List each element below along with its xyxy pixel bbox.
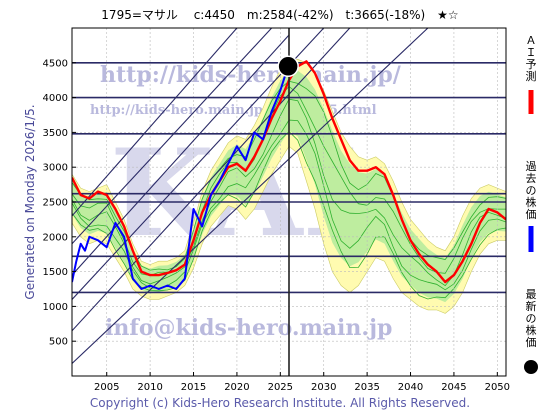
legend-label-ai-forecast-char: Ａ bbox=[526, 34, 537, 47]
x-tick-label: 2010 bbox=[137, 382, 162, 393]
x-tick-label: 2035 bbox=[354, 382, 379, 393]
x-tick-label: 2045 bbox=[441, 382, 466, 393]
x-tick-label: 2005 bbox=[94, 382, 119, 393]
y-tick-label: 4000 bbox=[43, 93, 68, 104]
trend-line bbox=[72, 28, 429, 364]
legend-label-latest-price-char: 新 bbox=[526, 299, 537, 313]
y-tick-label: 1500 bbox=[43, 267, 68, 278]
legend-swatch-past-price bbox=[528, 226, 534, 252]
current-marker bbox=[277, 28, 299, 376]
trend-line bbox=[72, 34, 290, 276]
x-tick-label: 2025 bbox=[268, 382, 293, 393]
legend-label-past-price-char: 過 bbox=[526, 160, 537, 173]
y-tick-label: 4500 bbox=[43, 58, 68, 69]
legend-label-latest-price-char: の bbox=[526, 312, 537, 325]
legend-label-past-price-char: 去 bbox=[526, 172, 537, 185]
legend-label-latest-price-char: 株 bbox=[526, 323, 537, 337]
y-tick-label: 2000 bbox=[43, 232, 68, 243]
x-tick-label: 2030 bbox=[311, 382, 336, 393]
y-tick-label: 500 bbox=[49, 337, 68, 348]
trend-line bbox=[72, 28, 273, 245]
legend-label-ai-forecast-char: 予 bbox=[526, 58, 537, 71]
legend-swatch-ai-forecast bbox=[528, 90, 534, 114]
trend-line bbox=[72, 28, 238, 217]
legend-label-latest-price-char: 最 bbox=[526, 288, 537, 301]
legend-label-past-price-char: 価 bbox=[526, 208, 537, 221]
series-line-past-price bbox=[72, 65, 290, 290]
x-tick-label: 2050 bbox=[485, 382, 510, 393]
y-tick-label: 2500 bbox=[43, 198, 68, 209]
watermark-email: info@kids-hero.main.jp bbox=[105, 315, 392, 341]
y-tick-label: 1000 bbox=[43, 302, 68, 313]
watermark-url-main: http://kids-hero.main.jp/ bbox=[100, 62, 402, 88]
x-tick-label: 2015 bbox=[181, 382, 206, 393]
band-inner bbox=[72, 69, 506, 303]
latest-price-dot bbox=[277, 55, 299, 78]
legend-swatch-latest-price bbox=[524, 360, 538, 374]
trend-line bbox=[72, 28, 351, 332]
y-tick-label: 3500 bbox=[43, 128, 68, 139]
legend-label-ai-forecast-char: 測 bbox=[526, 69, 537, 83]
x-tick-label: 2020 bbox=[224, 382, 249, 393]
x-tick-label: 2040 bbox=[398, 382, 423, 393]
legend-label-past-price-char: 株 bbox=[526, 195, 537, 209]
legend-label-ai-forecast-char: Ｉ bbox=[526, 46, 537, 59]
trend-lines bbox=[72, 28, 429, 364]
chart-title: 1795=マサル c:4450 m:2584(-42%) t:3665(-18%… bbox=[101, 8, 459, 22]
legend-label-latest-price-char: 価 bbox=[526, 336, 537, 349]
legend-label-past-price-char: の bbox=[526, 184, 537, 197]
y-tick-label: 3000 bbox=[43, 163, 68, 174]
axis-ticks: 2005 2010 2015 2020 2025 2030 2035 2040 2045 2050… bbox=[43, 58, 510, 393]
copyright-text: Copyright (c) Kids-Hero Research Institu… bbox=[89, 396, 471, 410]
